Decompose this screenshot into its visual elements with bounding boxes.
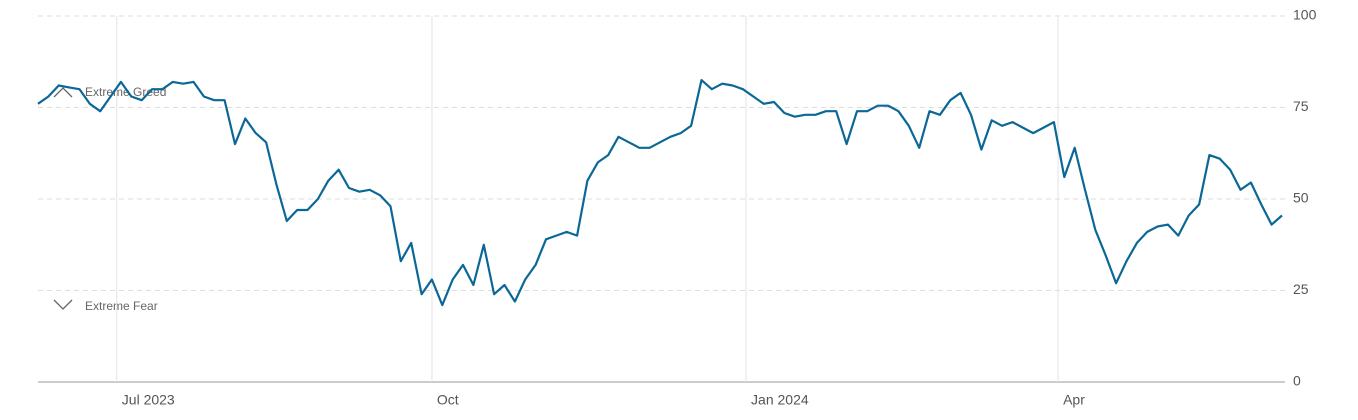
line-series [37,79,1283,307]
x-tick-label: Jan 2024 [751,392,809,408]
y-tick-label: 0 [1293,373,1301,389]
x-tick-label: Jul 2023 [122,392,175,408]
greed-chevron [53,87,73,98]
y-tick-label: 50 [1293,190,1309,206]
x-tick-label: Oct [437,392,459,408]
annotation: Extreme Fear [85,299,158,313]
y-tick-label: 100 [1293,7,1317,23]
y-tick-label: 75 [1293,98,1309,114]
y-tick-label: 25 [1293,281,1309,297]
fear-chevron [53,299,73,310]
x-tick-label: Apr [1063,392,1085,408]
